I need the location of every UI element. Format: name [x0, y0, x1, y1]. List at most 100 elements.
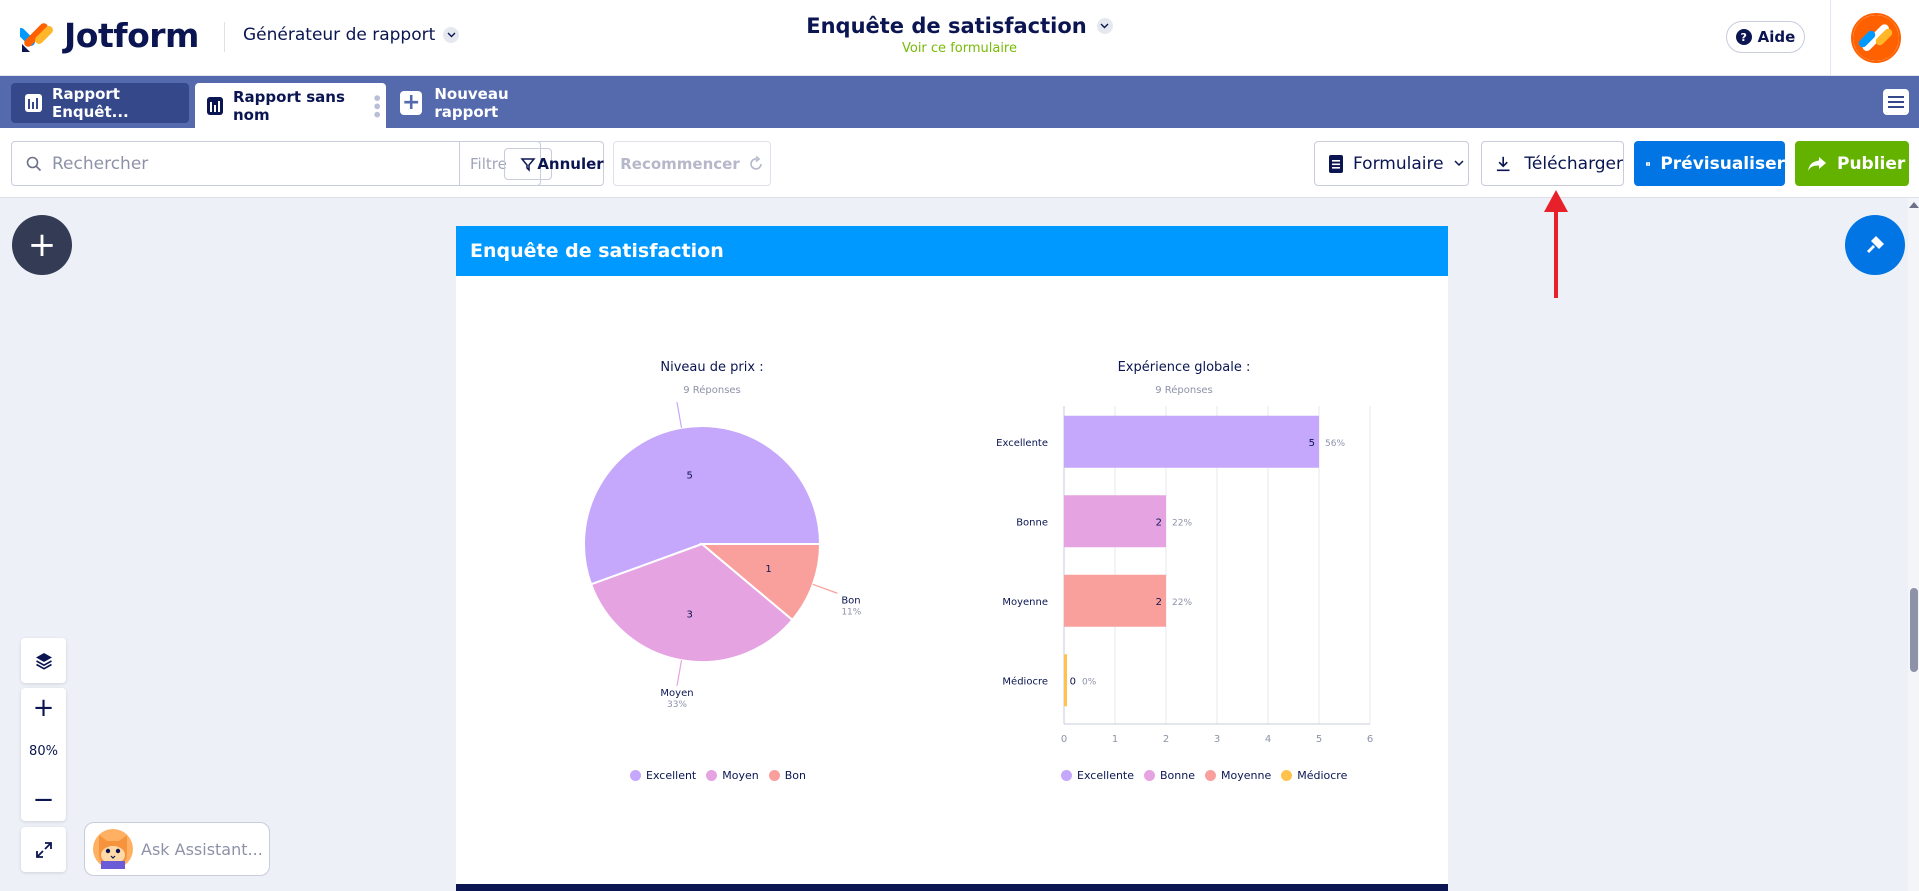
zoom-in-button[interactable]: + — [32, 693, 55, 723]
ask-assistant[interactable]: Ask Assistant... — [84, 822, 270, 876]
chevron-down-icon — [1096, 18, 1113, 34]
legend-dot — [1144, 770, 1156, 781]
legend-item[interactable]: Moyen — [706, 769, 759, 782]
tab-untitled-report[interactable]: Rapport sans nom ••• — [195, 83, 386, 128]
x-tick-label: 3 — [1214, 734, 1220, 745]
bar-value-label: 2 — [1156, 597, 1162, 608]
tab-label: Rapport Enquêt... — [51, 85, 129, 121]
layers-button[interactable] — [21, 638, 66, 683]
publish-label: Publier — [1837, 153, 1906, 174]
report-icon — [25, 94, 42, 112]
y-category-label: Médiocre — [1002, 675, 1048, 687]
assistant-avatar-icon — [93, 829, 133, 869]
download-button[interactable]: Télécharger — [1481, 141, 1624, 186]
legend-label: Excellente — [1077, 769, 1135, 782]
product-name: Générateur de rapport — [243, 25, 436, 45]
search-box: Filtre — [11, 141, 552, 186]
legend-dot — [768, 770, 780, 781]
tab-report-survey[interactable]: Rapport Enquêt... — [11, 83, 189, 123]
report-title[interactable]: Enquête de satisfaction — [456, 226, 1448, 276]
legend-label: Bon — [784, 769, 806, 782]
chevron-down-icon — [443, 27, 460, 43]
view-form-link[interactable]: Voir ce formulaire — [901, 41, 1017, 56]
redo-icon — [749, 155, 762, 170]
jotform-logo-icon — [20, 22, 53, 52]
pie-value-label: 1 — [765, 564, 771, 575]
assistant-placeholder: Ask Assistant... — [141, 839, 263, 859]
pie-chart-subtitle: 9 Réponses — [683, 385, 741, 396]
bar-excellente — [1064, 415, 1319, 468]
zoom-controls: + 80% − — [21, 688, 66, 821]
add-element-button[interactable]: + — [12, 215, 72, 275]
undo-label: Annuler — [537, 154, 604, 173]
tab-label: Rapport sans nom — [233, 87, 345, 124]
y-category-label: Bonne — [1016, 517, 1048, 528]
help-button[interactable]: ? Aide — [1726, 21, 1805, 53]
redo-button[interactable]: Recommencer — [613, 141, 771, 186]
x-tick-label: 2 — [1163, 734, 1169, 745]
design-button[interactable] — [1845, 215, 1905, 275]
legend-item[interactable]: Bon — [768, 769, 806, 782]
download-label: Télécharger — [1524, 153, 1623, 174]
bar-percent-label: 0% — [1082, 677, 1097, 687]
product-switcher[interactable]: Générateur de rapport — [243, 25, 460, 45]
pie-slice-moyen — [589, 542, 794, 663]
redo-label: Recommencer — [620, 154, 740, 173]
plus-icon: + — [27, 225, 57, 265]
tab-new-report[interactable]: + Nouveau rapport — [398, 83, 568, 123]
jotform-logo[interactable]: Jotform — [20, 16, 199, 55]
legend-item[interactable]: Médiocre — [1281, 769, 1347, 782]
header-divider — [224, 22, 225, 52]
publish-button[interactable]: Publier — [1795, 141, 1909, 186]
scrollbar[interactable] — [1908, 198, 1919, 891]
report-toolbar: Filtre Annuler Recommencer Formulaire — [0, 128, 1919, 198]
bar-value-label: 2 — [1156, 517, 1162, 528]
legend-dot — [1205, 770, 1217, 781]
bar-moyenne — [1064, 574, 1166, 627]
bar-bonne — [1064, 495, 1166, 548]
zoom-out-button[interactable]: − — [32, 785, 55, 815]
filter-label[interactable]: Filtre — [470, 155, 507, 173]
report-next-section — [456, 884, 1448, 891]
undo-icon — [520, 158, 536, 172]
avatar[interactable] — [1851, 13, 1901, 63]
zoom-level: 80% — [29, 744, 58, 759]
avatar-logo-icon — [1853, 15, 1899, 61]
legend-item[interactable]: Excellent — [630, 769, 696, 782]
legend-dot — [1281, 770, 1293, 781]
bar-chart[interactable]: 0 1 2 3 4 5 6 Excellente 5 56% Bonne 2 22% Moyenne 2 22… — [992, 406, 1432, 746]
preview-button[interactable]: Prévisualiser — [1634, 141, 1785, 186]
bar-value-label: 0 — [1070, 676, 1076, 687]
question-icon: ? — [1735, 29, 1752, 45]
paint-roller-icon — [1867, 236, 1884, 253]
hamburger-menu-icon[interactable] — [1883, 89, 1909, 115]
x-tick-label: 5 — [1316, 734, 1322, 745]
x-tick-label: 1 — [1112, 734, 1118, 745]
share-arrow-icon — [1808, 156, 1826, 171]
undo-button[interactable]: Annuler — [537, 141, 604, 186]
legend-dot — [630, 770, 641, 781]
filter-button[interactable] — [504, 148, 552, 180]
more-options-icon[interactable]: ••• — [367, 93, 386, 118]
y-category-label: Excellente — [996, 438, 1048, 449]
scrollbar-thumb[interactable] — [1910, 588, 1918, 672]
scroll-up-icon[interactable] — [1909, 202, 1919, 208]
form-select-dropdown[interactable]: Formulaire — [1314, 141, 1469, 186]
fullscreen-button[interactable] — [21, 827, 66, 872]
legend-item[interactable]: Moyenne — [1205, 769, 1271, 782]
search-input[interactable] — [52, 142, 462, 185]
bar-percent-label: 56% — [1325, 439, 1345, 449]
form-title-text: Enquête de satisfaction — [806, 14, 1087, 38]
form-title[interactable]: Enquête de satisfaction — [806, 14, 1113, 38]
report-page[interactable]: Enquête de satisfaction Niveau de prix :… — [456, 226, 1448, 891]
legend-label: Médiocre — [1297, 769, 1348, 782]
plus-icon: + — [400, 90, 423, 115]
top-header: Jotform Générateur de rapport Enquête de… — [0, 0, 1919, 76]
x-tick-label: 4 — [1265, 734, 1271, 745]
layers-icon — [35, 652, 52, 670]
pie-leader-line — [676, 660, 683, 686]
report-tabs-bar: Rapport Enquêt... Rapport sans nom ••• +… — [0, 76, 1919, 128]
legend-item[interactable]: Bonne — [1144, 769, 1195, 782]
legend-item[interactable]: Excellente — [1061, 769, 1134, 782]
